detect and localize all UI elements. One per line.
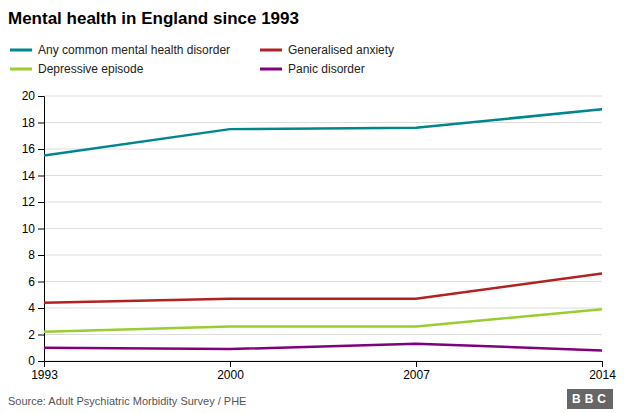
y-tick-label: 16 xyxy=(22,142,36,156)
y-tick: 14 xyxy=(22,169,44,183)
y-tick: 2 xyxy=(28,328,44,342)
grid-line xyxy=(44,122,602,123)
grid-line xyxy=(44,281,602,282)
y-tick: 10 xyxy=(22,222,44,236)
y-tick-label: 4 xyxy=(28,301,35,315)
source: Source: Adult Psychiatric Morbidity Surv… xyxy=(8,395,246,407)
logo: BBC xyxy=(567,389,613,409)
x-tick-label: 1993 xyxy=(31,368,58,382)
series-line xyxy=(44,344,602,351)
y-tick-mark xyxy=(38,229,44,230)
x-tick-label: 2000 xyxy=(217,368,244,382)
y-tick: 18 xyxy=(22,116,44,130)
grid-line xyxy=(44,334,602,335)
legend-item: Depressive episode xyxy=(10,62,144,76)
x-tick-mark xyxy=(602,361,603,367)
x-tick-mark xyxy=(230,361,231,367)
y-tick: 0 xyxy=(28,354,44,368)
x-tick-label: 2007 xyxy=(403,368,430,382)
y-tick: 8 xyxy=(28,248,44,262)
grid-line xyxy=(44,175,602,176)
legend-label: Panic disorder xyxy=(288,62,365,76)
y-tick-mark xyxy=(38,335,44,336)
y-tick-label: 14 xyxy=(22,169,36,183)
legend-item: Panic disorder xyxy=(260,62,365,76)
y-tick: 16 xyxy=(22,142,44,156)
y-tick: 4 xyxy=(28,301,44,315)
y-tick-mark xyxy=(38,96,44,97)
grid-line xyxy=(44,96,602,97)
grid-line xyxy=(44,228,602,229)
title: Mental health in England since 1993 xyxy=(8,9,299,28)
chart: Mental health in England since 1993 1993 2… xyxy=(0,0,624,413)
x-tick: 2014 xyxy=(589,361,616,382)
y-tick-label: 12 xyxy=(22,195,36,209)
legend: Any common mental health disorder General… xyxy=(10,43,394,76)
y-tick-mark xyxy=(38,202,44,203)
y-tick-mark xyxy=(38,282,44,283)
y-tick-mark xyxy=(38,123,44,124)
x-tick: 1993 xyxy=(31,361,58,382)
y-tick-mark xyxy=(38,255,44,256)
legend-label: Any common mental health disorder xyxy=(38,43,230,57)
y-axis-line xyxy=(38,97,45,362)
y-tick-label: 0 xyxy=(28,354,35,368)
grid-line xyxy=(44,202,602,203)
legend-swatch xyxy=(10,68,32,71)
legend-swatch xyxy=(10,49,32,52)
y-tick-mark xyxy=(38,308,44,309)
y-tick-label: 18 xyxy=(22,116,36,130)
logo-box xyxy=(567,389,613,409)
grid-line xyxy=(44,255,602,256)
x-tick: 2007 xyxy=(403,361,430,382)
y-tick-label: 20 xyxy=(22,89,36,103)
legend-label: Depressive episode xyxy=(38,62,144,76)
x-axis-line xyxy=(45,362,603,368)
y-tick: 12 xyxy=(22,195,44,209)
y-tick-mark xyxy=(38,176,44,177)
plot: 1993 2000 2007 2014 0 2 4 6 8 10 12 14 16 18 20 xyxy=(22,89,617,381)
series-line xyxy=(44,109,602,155)
legend-item: Any common mental health disorder xyxy=(10,43,230,57)
y-tick-label: 10 xyxy=(22,222,36,236)
series-line xyxy=(44,274,602,303)
legend-swatch xyxy=(260,49,282,52)
grid xyxy=(44,96,602,361)
lines xyxy=(44,109,602,350)
y-tick-mark xyxy=(38,149,44,150)
x-tick-label: 2014 xyxy=(589,368,616,382)
y-tick: 6 xyxy=(28,275,44,289)
logo-text: BBC xyxy=(572,392,610,406)
legend-item: Generalised anxiety xyxy=(260,43,394,57)
y-tick: 20 xyxy=(22,89,44,103)
x-tick: 2000 xyxy=(217,361,244,382)
y-tick-mark xyxy=(38,361,44,362)
grid-line xyxy=(44,308,602,309)
x-axis: 1993 2000 2007 2014 xyxy=(31,361,616,382)
legend-label: Generalised anxiety xyxy=(288,43,394,57)
legend-swatch xyxy=(260,68,282,71)
y-axis: 0 2 4 6 8 10 12 14 16 18 20 xyxy=(22,89,45,368)
y-tick-label: 6 xyxy=(28,275,35,289)
y-tick-label: 8 xyxy=(28,248,35,262)
x-tick-mark xyxy=(416,361,417,367)
grid-line xyxy=(44,149,602,150)
series-line xyxy=(44,309,602,332)
y-tick-label: 2 xyxy=(28,328,35,342)
